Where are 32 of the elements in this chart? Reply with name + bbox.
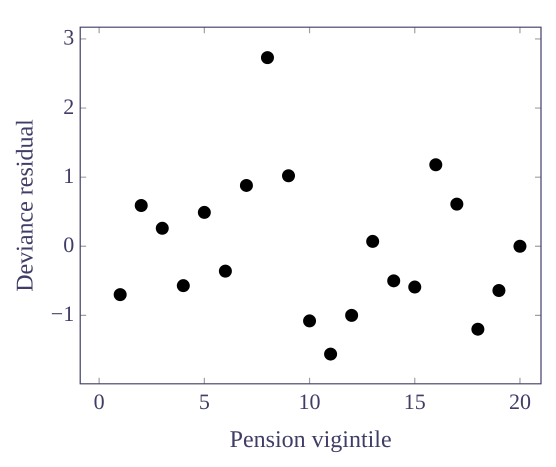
point bbox=[471, 322, 484, 336]
point bbox=[513, 240, 526, 253]
x-tick-label: 20 bbox=[508, 388, 531, 414]
point bbox=[240, 178, 253, 192]
x-tick-label: 15 bbox=[404, 388, 426, 414]
point bbox=[282, 169, 296, 182]
point bbox=[176, 279, 190, 292]
y-tick-label: 2 bbox=[63, 94, 74, 119]
y-axis-title: Deviance residual bbox=[12, 118, 39, 292]
point bbox=[134, 199, 148, 212]
point bbox=[450, 198, 464, 211]
point bbox=[387, 274, 400, 288]
point bbox=[429, 158, 442, 172]
point bbox=[218, 264, 232, 278]
point bbox=[366, 234, 380, 248]
y-tick-label: 1 bbox=[63, 162, 74, 188]
point bbox=[408, 280, 422, 294]
x-tick-label: 5 bbox=[198, 388, 210, 414]
point bbox=[492, 284, 506, 298]
y-tick-label: −1 bbox=[50, 301, 74, 326]
point bbox=[156, 222, 169, 235]
point bbox=[260, 51, 274, 64]
point bbox=[303, 314, 316, 328]
point bbox=[345, 308, 358, 322]
point bbox=[114, 288, 127, 302]
y-tick-label: 3 bbox=[63, 24, 74, 50]
x-tick-label: 10 bbox=[298, 388, 321, 414]
y-tick-label: 0 bbox=[63, 232, 74, 258]
point bbox=[198, 206, 211, 219]
x-axis-title: Pension vigintile bbox=[230, 426, 392, 453]
point bbox=[324, 348, 338, 361]
x-tick-label: 0 bbox=[94, 388, 105, 414]
